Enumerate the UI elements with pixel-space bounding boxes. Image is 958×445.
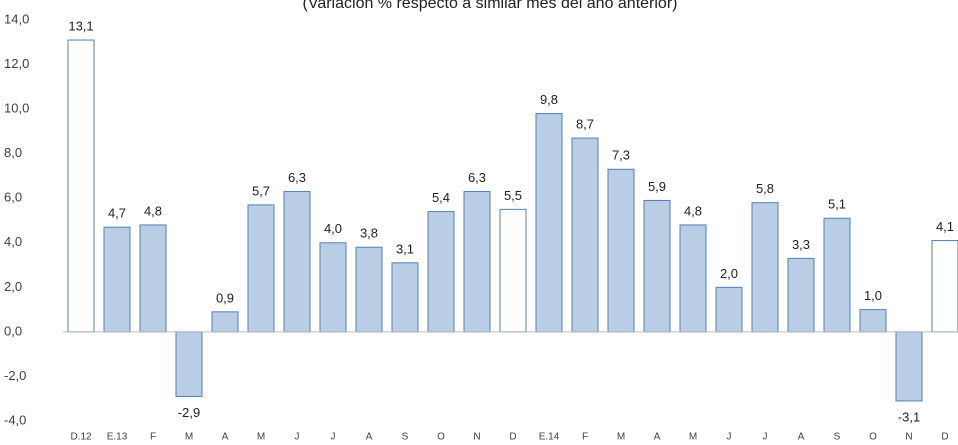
bar	[859, 309, 887, 333]
y-tick-label: 6,0	[4, 190, 22, 205]
bar	[283, 191, 311, 333]
x-tick-label: D	[941, 432, 948, 443]
value-label: 5,9	[648, 179, 666, 194]
value-label: 0,9	[216, 290, 234, 305]
bar	[391, 262, 419, 333]
value-label: 5,8	[756, 181, 774, 196]
bar	[427, 211, 455, 333]
bar	[175, 331, 203, 397]
x-tick-label: F	[150, 432, 156, 443]
y-tick-label: 4,0	[4, 234, 22, 249]
bar	[643, 199, 671, 333]
x-tick-label: D.12	[70, 432, 92, 443]
bar	[499, 208, 527, 333]
value-label: 3,1	[396, 241, 414, 256]
value-label: 4,0	[324, 221, 342, 236]
value-label: -2,9	[178, 405, 200, 420]
value-label: 5,5	[504, 188, 522, 203]
x-tick-label: E.14	[539, 432, 560, 443]
bar	[931, 240, 958, 333]
y-tick-label: 10,0	[4, 101, 29, 116]
x-tick-label: O	[437, 432, 445, 443]
bar	[679, 224, 707, 333]
x-tick-label: A	[798, 432, 805, 443]
bar	[67, 39, 95, 333]
x-tick-label: J	[331, 432, 336, 443]
value-label: 5,1	[828, 197, 846, 212]
value-label: 6,3	[288, 170, 306, 185]
bar	[715, 286, 743, 333]
value-label: 2,0	[720, 266, 738, 281]
value-label: 6,3	[468, 170, 486, 185]
bar	[139, 224, 167, 333]
x-tick-label: M	[617, 432, 625, 443]
x-tick-label: A	[222, 432, 229, 443]
bar	[463, 191, 491, 333]
value-label: 3,8	[360, 226, 378, 241]
bar	[787, 257, 815, 333]
value-label: 9,8	[540, 92, 558, 107]
value-label: 8,7	[576, 117, 594, 132]
y-tick-label: -2,0	[4, 368, 26, 383]
x-tick-label: M	[689, 432, 697, 443]
value-label: 4,1	[936, 219, 954, 234]
value-label: 4,7	[108, 206, 126, 221]
value-label: 13,1	[68, 18, 93, 33]
bar	[823, 217, 851, 333]
chart-subtitle: (Variación % respecto a similar mes del …	[303, 0, 678, 12]
y-tick-label: 2,0	[4, 279, 22, 294]
y-tick-label: 0,0	[4, 323, 22, 338]
value-label: 4,8	[684, 203, 702, 218]
value-label: 3,3	[792, 237, 810, 252]
x-tick-label: M	[257, 432, 265, 443]
y-tick-label: 14,0	[4, 11, 29, 26]
x-tick-label: S	[402, 432, 409, 443]
y-tick-label: 12,0	[4, 56, 29, 71]
bar	[103, 226, 131, 333]
bar	[535, 113, 563, 333]
x-tick-label: D	[509, 432, 516, 443]
x-tick-label: A	[654, 432, 661, 443]
bar	[211, 311, 239, 333]
y-tick-label: 8,0	[4, 145, 22, 160]
bar	[571, 137, 599, 333]
value-label: 1,0	[864, 288, 882, 303]
x-tick-label: N	[905, 432, 912, 443]
value-label: 5,7	[252, 183, 270, 198]
value-label: 5,4	[432, 190, 450, 205]
value-label: 7,3	[612, 148, 630, 163]
x-tick-label: O	[869, 432, 877, 443]
x-tick-label: M	[185, 432, 193, 443]
x-tick-label: S	[834, 432, 841, 443]
bar	[247, 204, 275, 333]
x-tick-label: E.13	[107, 432, 128, 443]
bar	[751, 202, 779, 333]
x-tick-label: N	[473, 432, 480, 443]
y-tick-label: -4,0	[4, 412, 26, 427]
bar	[895, 331, 923, 402]
x-tick-label: A	[366, 432, 373, 443]
bar	[607, 168, 635, 333]
bar	[355, 246, 383, 333]
x-tick-label: J	[295, 432, 300, 443]
value-label: -3,1	[898, 409, 920, 424]
value-label: 4,8	[144, 203, 162, 218]
x-tick-label: J	[763, 432, 768, 443]
bar	[319, 242, 347, 333]
x-tick-label: F	[582, 432, 588, 443]
x-tick-label: J	[727, 432, 732, 443]
